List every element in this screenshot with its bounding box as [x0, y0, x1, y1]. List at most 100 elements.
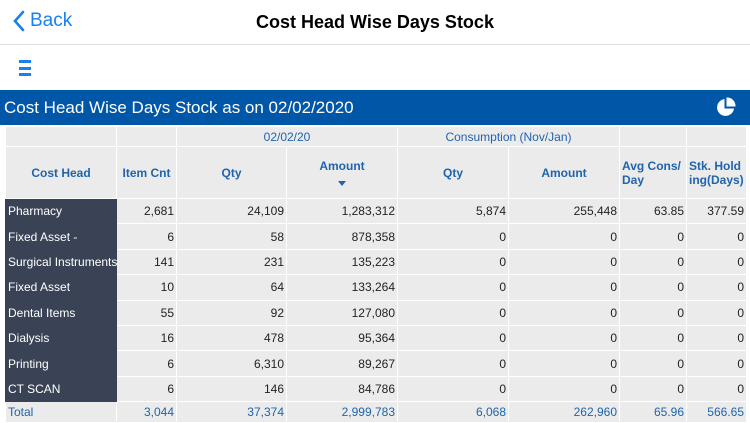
value-cell: 58 — [176, 223, 287, 250]
group-header-stock: 02/02/20 — [176, 126, 398, 147]
table-row[interactable]: CT SCAN 6 146 84,786 0 0 0 0 — [5, 375, 747, 403]
header-row: Cost Head Item Cnt Qty Amount Qty Amount… — [5, 146, 747, 199]
header-amount-label: Amount — [319, 159, 365, 173]
value-cell: 0 — [686, 223, 747, 250]
value-cell: 6,068 — [397, 401, 509, 423]
group-header — [686, 126, 747, 147]
value-cell: 0 — [686, 350, 747, 377]
value-cell: 146 — [176, 375, 287, 403]
value-cell: 0 — [508, 248, 620, 276]
header-cost-head[interactable]: Cost Head — [5, 146, 117, 199]
value-cell: 65.96 — [619, 401, 687, 423]
value-cell: 0 — [619, 299, 687, 326]
value-cell: 0 — [397, 223, 509, 250]
cost-head-cell: Fixed Asset - — [5, 223, 117, 250]
table-row[interactable]: Printing 6 6,310 89,267 0 0 0 0 — [5, 350, 747, 377]
value-cell: 6 — [116, 223, 177, 250]
header-qty[interactable]: Qty — [176, 146, 287, 199]
value-cell: 0 — [397, 274, 509, 301]
cost-head-cell: CT SCAN — [5, 375, 117, 403]
table-row[interactable]: Fixed Asset -6 58 878,358 0 0 0 0 — [5, 223, 747, 250]
group-header — [619, 126, 687, 147]
value-cell: 255,448 — [508, 197, 620, 225]
value-cell: 0 — [508, 299, 620, 326]
value-cell: 24,109 — [176, 197, 287, 225]
cost-head-cell: Printing — [5, 350, 117, 377]
value-cell: 0 — [686, 248, 747, 276]
value-cell: 133,264 — [286, 274, 398, 301]
back-label: Back — [30, 10, 73, 31]
group-header — [5, 126, 117, 147]
value-cell: 0 — [508, 223, 620, 250]
value-cell: 0 — [397, 375, 509, 403]
value-cell: 1,283,312 — [286, 197, 398, 225]
table-row[interactable]: Pharmacy 2,681 24,109 1,283,312 5,874 255,448… — [5, 197, 747, 225]
header-item-cnt[interactable]: Item Cnt — [116, 146, 177, 199]
total-row[interactable]: Total 3,044 37,374 2,999,783 6,068 262,960 65.… — [5, 401, 747, 423]
value-cell: 0 — [686, 274, 747, 301]
value-cell: 3,044 — [116, 401, 177, 423]
page-title: Cost Head Wise Days Stock — [256, 12, 494, 32]
group-header — [116, 126, 177, 147]
value-cell: 2,999,783 — [286, 401, 398, 423]
value-cell: 0 — [619, 248, 687, 276]
value-cell: 0 — [619, 324, 687, 352]
value-cell: 37,374 — [176, 401, 287, 423]
value-cell: 6,310 — [176, 350, 287, 377]
report-header: Cost Head Wise Days Stock as on 02/02/20… — [0, 90, 750, 125]
value-cell: 0 — [619, 350, 687, 377]
value-cell: 0 — [686, 324, 747, 352]
pie-chart-icon[interactable] — [715, 97, 736, 118]
table-row[interactable]: Dental Items 55 92 127,080 0 0 0 0 — [5, 299, 747, 326]
value-cell: 64 — [176, 274, 287, 301]
value-cell: 0 — [686, 299, 747, 326]
value-cell: 63.85 — [619, 197, 687, 225]
header-stk-holding[interactable]: Stk. Holding(Days) — [686, 146, 747, 199]
value-cell: 10 — [116, 274, 177, 301]
value-cell: 566.65 — [686, 401, 747, 423]
value-cell: 0 — [686, 375, 747, 403]
value-cell: 0 — [619, 223, 687, 250]
group-header-consumption: Consumption (Nov/Jan) — [397, 126, 620, 147]
value-cell: 89,267 — [286, 350, 398, 377]
sort-descending-icon — [338, 181, 346, 186]
value-cell: 0 — [619, 274, 687, 301]
value-cell: 0 — [508, 274, 620, 301]
header-cons-amount[interactable]: Amount — [508, 146, 620, 199]
header-avg-cons-day[interactable]: Avg Cons/ Day — [619, 146, 687, 199]
table-row[interactable]: Dialysis 16 478 95,364 0 0 0 0 — [5, 324, 747, 352]
cost-head-cell: Fixed Asset — [5, 274, 117, 301]
value-cell: 0 — [508, 375, 620, 403]
cost-head-cell: Total — [5, 401, 117, 423]
header-amount[interactable]: Amount — [286, 146, 398, 199]
value-cell: 141 — [116, 248, 177, 276]
value-cell: 478 — [176, 324, 287, 352]
value-cell: 5,874 — [397, 197, 509, 225]
report-title: Cost Head Wise Days Stock as on 02/02/20… — [4, 97, 354, 117]
chevron-left-icon — [13, 10, 25, 32]
value-cell: 377.59 — [686, 197, 747, 225]
value-cell: 231 — [176, 248, 287, 276]
header-cons-qty[interactable]: Qty — [397, 146, 509, 199]
group-header-row: 02/02/20 Consumption (Nov/Jan) — [5, 126, 747, 147]
value-cell: 262,960 — [508, 401, 620, 423]
value-cell: 95,364 — [286, 324, 398, 352]
value-cell: 135,223 — [286, 248, 398, 276]
menu-icon[interactable] — [19, 60, 31, 76]
value-cell: 0 — [397, 248, 509, 276]
data-table: 02/02/20 Consumption (Nov/Jan) Cost Head… — [5, 126, 747, 423]
value-cell: 6 — [116, 350, 177, 377]
cost-head-cell: Dental Items — [5, 299, 117, 326]
value-cell: 0 — [397, 324, 509, 352]
table-row[interactable]: Surgical Instruments 141 231 135,223 0 0 0 0 — [5, 248, 747, 276]
value-cell: 0 — [508, 350, 620, 377]
cost-head-cell: Dialysis — [5, 324, 117, 352]
value-cell: 0 — [619, 375, 687, 403]
value-cell: 0 — [397, 299, 509, 326]
table-row[interactable]: Fixed Asset 10 64 133,264 0 0 0 0 — [5, 274, 747, 301]
toolbar — [0, 45, 750, 90]
navigation-bar: Back Cost Head Wise Days Stock — [0, 0, 750, 45]
value-cell: 2,681 — [116, 197, 177, 225]
value-cell: 878,358 — [286, 223, 398, 250]
back-button[interactable]: Back — [12, 10, 72, 32]
